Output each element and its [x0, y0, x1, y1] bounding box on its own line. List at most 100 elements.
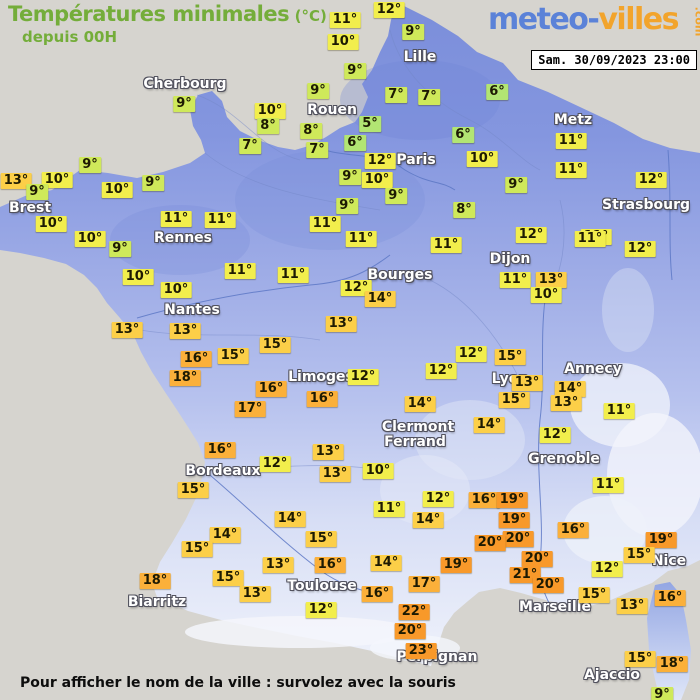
- temp-label[interactable]: 8°: [300, 123, 322, 139]
- temp-label[interactable]: 12°: [635, 172, 667, 188]
- temp-label[interactable]: 10°: [101, 182, 133, 198]
- temp-label[interactable]: 9°: [173, 96, 195, 112]
- temp-label[interactable]: 14°: [404, 396, 436, 412]
- temp-label[interactable]: 11°: [499, 272, 531, 288]
- temp-label[interactable]: 11°: [204, 212, 236, 228]
- temp-label[interactable]: 9°: [109, 241, 131, 257]
- temp-label[interactable]: 15°: [259, 337, 291, 353]
- temp-label[interactable]: 11°: [329, 12, 361, 28]
- temp-label[interactable]: 10°: [361, 172, 393, 188]
- temp-label[interactable]: 6°: [452, 127, 474, 143]
- temp-label[interactable]: 6°: [344, 135, 366, 151]
- temp-label[interactable]: 14°: [473, 417, 505, 433]
- temp-label[interactable]: 16°: [557, 522, 589, 538]
- temp-label[interactable]: 13°: [0, 173, 32, 189]
- meteo-villes-logo[interactable]: meteo-villes .com: [488, 2, 700, 37]
- temp-label[interactable]: 10°: [35, 216, 67, 232]
- temp-label[interactable]: 13°: [616, 598, 648, 614]
- temp-label[interactable]: 8°: [453, 202, 475, 218]
- temp-label[interactable]: 13°: [511, 375, 543, 391]
- temp-label[interactable]: 10°: [160, 282, 192, 298]
- temp-label[interactable]: 13°: [550, 395, 582, 411]
- temp-label[interactable]: 9°: [385, 188, 407, 204]
- temp-label[interactable]: 14°: [209, 527, 241, 543]
- temp-label[interactable]: 9°: [505, 177, 527, 193]
- temp-label[interactable]: 14°: [364, 291, 396, 307]
- temp-label[interactable]: 11°: [277, 267, 309, 283]
- temp-label[interactable]: 18°: [139, 573, 171, 589]
- temp-label[interactable]: 13°: [535, 272, 567, 288]
- temp-label[interactable]: 9°: [402, 24, 424, 40]
- temp-label[interactable]: 16°: [180, 351, 212, 367]
- temp-label[interactable]: 12°: [259, 456, 291, 472]
- temp-label[interactable]: 12°: [455, 346, 487, 362]
- temp-label[interactable]: 16°: [361, 586, 393, 602]
- temp-label[interactable]: 11°: [592, 477, 624, 493]
- temp-label[interactable]: 19°: [498, 512, 530, 528]
- temp-label[interactable]: 22°: [398, 604, 430, 620]
- temp-label[interactable]: 10°: [41, 172, 73, 188]
- temp-label[interactable]: 12°: [422, 491, 454, 507]
- temp-label[interactable]: 11°: [603, 403, 635, 419]
- temp-label[interactable]: 11°: [345, 231, 377, 247]
- temp-label[interactable]: 20°: [532, 577, 564, 593]
- temp-label[interactable]: 21°: [509, 567, 541, 583]
- temp-label[interactable]: 6°: [486, 84, 508, 100]
- temp-label[interactable]: 13°: [169, 323, 201, 339]
- temp-label[interactable]: 13°: [312, 444, 344, 460]
- temp-label[interactable]: 20°: [521, 551, 553, 567]
- temp-label[interactable]: 11°: [574, 231, 606, 247]
- temp-label[interactable]: 15°: [498, 392, 530, 408]
- temp-label[interactable]: 12°: [364, 153, 396, 169]
- temp-label[interactable]: 16°: [204, 442, 236, 458]
- temp-label[interactable]: 18°: [656, 656, 688, 672]
- temp-label[interactable]: 7°: [385, 87, 407, 103]
- temp-label[interactable]: 9°: [651, 687, 673, 700]
- temp-label[interactable]: 12°: [373, 2, 405, 18]
- temp-label[interactable]: 9°: [26, 184, 48, 200]
- temp-label[interactable]: 15°: [217, 348, 249, 364]
- temp-label[interactable]: 12°: [539, 427, 571, 443]
- temp-label[interactable]: 15°: [624, 651, 656, 667]
- temp-label[interactable]: 9°: [307, 83, 329, 99]
- temp-label[interactable]: 13°: [319, 466, 351, 482]
- temp-label[interactable]: 10°: [362, 463, 394, 479]
- temp-label[interactable]: 10°: [74, 231, 106, 247]
- temp-label[interactable]: 12°: [624, 241, 656, 257]
- temp-label[interactable]: 17°: [234, 401, 266, 417]
- temp-label[interactable]: 18°: [169, 370, 201, 386]
- temp-label[interactable]: 14°: [370, 555, 402, 571]
- temp-label[interactable]: 16°: [255, 381, 287, 397]
- temp-label[interactable]: 13°: [239, 586, 271, 602]
- temp-label[interactable]: 12°: [425, 363, 457, 379]
- temp-label[interactable]: 14°: [412, 512, 444, 528]
- temp-label[interactable]: 12°: [591, 561, 623, 577]
- temp-label[interactable]: 11°: [555, 162, 587, 178]
- temp-label[interactable]: 10°: [530, 287, 562, 303]
- temp-label[interactable]: 9°: [79, 157, 101, 173]
- temp-label[interactable]: 9°: [344, 63, 366, 79]
- temp-label[interactable]: 16°: [314, 557, 346, 573]
- temp-label[interactable]: 17°: [408, 576, 440, 592]
- temp-label[interactable]: 12°: [340, 280, 372, 296]
- temp-label[interactable]: 11°: [555, 133, 587, 149]
- temp-label[interactable]: 14°: [274, 511, 306, 527]
- temp-label[interactable]: 8°: [257, 118, 279, 134]
- temp-label[interactable]: 11°: [430, 237, 462, 253]
- temp-label[interactable]: 15°: [494, 349, 526, 365]
- temp-label[interactable]: 16°: [654, 590, 686, 606]
- temp-label[interactable]: 9°: [336, 198, 358, 214]
- temp-label[interactable]: 9°: [339, 169, 361, 185]
- temp-label[interactable]: 16°: [306, 391, 338, 407]
- temp-label[interactable]: 12°: [515, 227, 547, 243]
- temp-label[interactable]: 7°: [418, 89, 440, 105]
- temp-label[interactable]: 12°: [305, 602, 337, 618]
- temp-label[interactable]: 15°: [623, 547, 655, 563]
- temp-label[interactable]: 11°: [309, 216, 341, 232]
- temp-label[interactable]: 9°: [142, 175, 164, 191]
- temp-label[interactable]: 19°: [496, 492, 528, 508]
- temp-label[interactable]: 10°: [466, 151, 498, 167]
- temp-label[interactable]: 10°: [327, 34, 359, 50]
- temp-label[interactable]: 20°: [474, 535, 506, 551]
- temp-label[interactable]: 10°: [254, 103, 286, 119]
